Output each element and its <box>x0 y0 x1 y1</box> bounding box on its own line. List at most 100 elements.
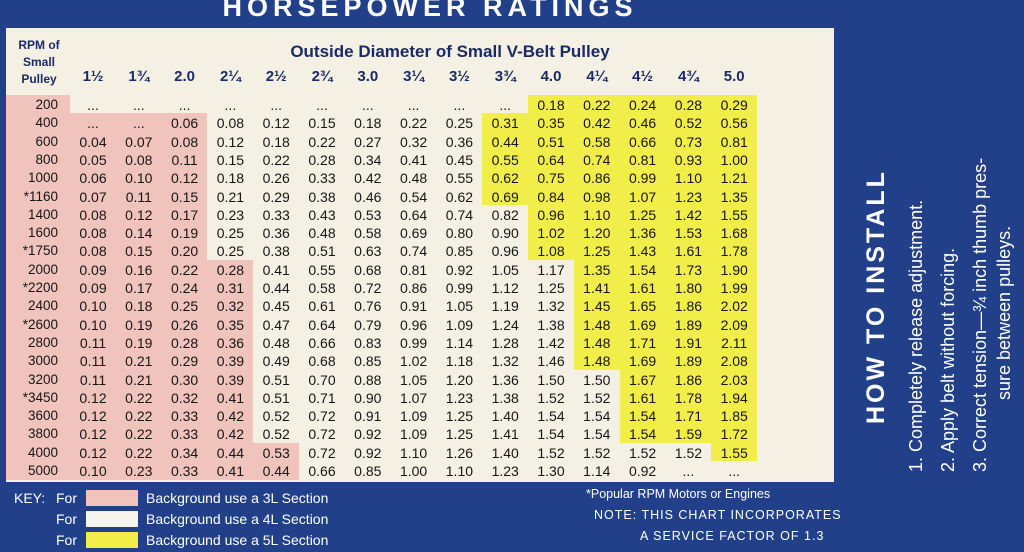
horsepower-cell: 0.12 <box>125 206 153 223</box>
horsepower-cell: 0.75 <box>537 170 565 187</box>
horsepower-cell: 1.14 <box>583 463 611 479</box>
horsepower-cell: 0.19 <box>170 225 199 242</box>
section-3l-band <box>6 351 254 370</box>
horsepower-cell: 0.74 <box>445 206 474 223</box>
section-5l-band <box>619 424 757 444</box>
horsepower-cell: 0.22 <box>125 408 153 425</box>
horsepower-cell: ... <box>132 115 145 132</box>
section-3l-band <box>6 278 254 297</box>
horsepower-cell: 0.25 <box>216 243 245 260</box>
rpm-value: *3450 <box>22 389 58 405</box>
horsepower-cell: 0.06 <box>79 170 107 187</box>
horsepower-cell: 0.19 <box>125 334 153 351</box>
horsepower-cell: 0.44 <box>262 280 290 296</box>
horsepower-cell: 1.09 <box>399 426 428 443</box>
column-header: 4½ <box>632 68 654 85</box>
horsepower-cell: 0.70 <box>308 371 336 388</box>
horsepower-cell: 1.30 <box>537 463 565 479</box>
horsepower-cell: 0.31 <box>491 115 519 132</box>
horsepower-cell: 0.72 <box>308 426 336 443</box>
horsepower-cell: 0.12 <box>262 115 290 132</box>
horsepower-cell: 1.78 <box>720 243 748 260</box>
horsepower-cell: 1.38 <box>491 389 519 406</box>
horsepower-cell: 0.28 <box>308 151 336 168</box>
horsepower-cell: 0.32 <box>216 298 245 315</box>
horsepower-cell: 0.18 <box>262 133 290 150</box>
horsepower-cell: ... <box>270 97 283 113</box>
horsepower-cell: 0.31 <box>216 280 245 296</box>
rpm-value: 400 <box>35 115 58 131</box>
horsepower-cell: 0.10 <box>79 463 107 479</box>
horsepower-cell: 1.48 <box>583 316 611 333</box>
horsepower-cell: 1.69 <box>628 353 657 370</box>
horsepower-cell: 0.41 <box>262 261 290 278</box>
horsepower-cell: 0.33 <box>170 426 199 443</box>
horsepower-cell: 1.80 <box>674 280 703 296</box>
section-5l-band <box>482 168 757 187</box>
horsepower-cell: 0.85 <box>354 463 382 479</box>
horsepower-cell: 0.09 <box>79 280 107 296</box>
horsepower-cell: 1.54 <box>628 408 657 425</box>
key-swatch-5l <box>86 532 138 548</box>
horsepower-cell: 1.20 <box>583 225 611 242</box>
rpm-value: 2400 <box>27 298 58 314</box>
section-5l-band <box>619 406 757 425</box>
horsepower-cell: 0.53 <box>354 206 382 223</box>
horsepower-cell: 0.29 <box>170 353 199 370</box>
horsepower-cell: 0.64 <box>537 151 565 168</box>
horsepower-cell: 0.08 <box>216 115 245 132</box>
horsepower-cell: 0.52 <box>262 426 290 443</box>
section-3l-band <box>6 442 299 462</box>
horsepower-cell: 0.22 <box>262 151 290 168</box>
horsepower-cell: 0.81 <box>628 151 657 168</box>
column-header: 2½ <box>265 68 287 85</box>
horsepower-cell: 0.21 <box>216 188 245 205</box>
horsepower-cell: 1.23 <box>674 188 703 205</box>
section-5l-band <box>573 296 757 316</box>
section-3l-band <box>6 168 208 187</box>
horsepower-cell: ... <box>361 97 374 113</box>
key-label-5l: Background use a 5L Section <box>146 532 329 548</box>
horsepower-cell: 0.25 <box>216 225 245 242</box>
horsepower-cell: 0.27 <box>354 133 382 150</box>
horsepower-cell: 0.44 <box>491 133 519 150</box>
horsepower-cell: 0.22 <box>125 426 153 443</box>
horsepower-cell: 0.51 <box>308 243 336 260</box>
install-step-2: 2. Apply belt without forcing. <box>938 247 958 472</box>
horsepower-cell: 1.02 <box>537 225 565 242</box>
horsepower-cell: 1.10 <box>674 170 703 187</box>
horsepower-cell: 0.19 <box>125 316 153 333</box>
horsepower-cell: 0.16 <box>125 261 153 278</box>
horsepower-cell: 0.08 <box>125 151 153 168</box>
horsepower-cell: 1.41 <box>491 426 519 443</box>
column-header: 3½ <box>448 68 470 85</box>
horsepower-cell: 0.36 <box>445 133 474 150</box>
horsepower-cell: 0.28 <box>674 97 703 113</box>
horsepower-cell: 0.71 <box>308 389 336 406</box>
horsepower-cell: 0.62 <box>491 170 519 187</box>
horsepower-cell: 0.85 <box>354 353 382 370</box>
horsepower-cell: 1.41 <box>583 280 611 296</box>
horsepower-cell: 1.40 <box>491 408 519 425</box>
horsepower-cell: 1.12 <box>491 280 519 296</box>
note-line-1: NOTE: THIS CHART INCORPORATES <box>594 508 842 522</box>
horsepower-cell: 0.48 <box>399 170 428 187</box>
horsepower-cell: 2.02 <box>720 298 748 315</box>
section-3l-band <box>6 149 208 169</box>
horsepower-cell: 0.11 <box>125 188 152 205</box>
rpm-value: 1000 <box>27 170 58 186</box>
install-title: HOW TO INSTALL <box>862 169 890 424</box>
section-3l-band <box>6 113 208 133</box>
column-header: 1½ <box>82 68 104 85</box>
horsepower-cell: 0.22 <box>308 133 336 150</box>
horsepower-cell: 0.29 <box>262 188 290 205</box>
horsepower-cell: 0.52 <box>262 408 290 425</box>
horsepower-cell: 0.62 <box>445 188 474 205</box>
horsepower-cell: 2.11 <box>721 334 748 351</box>
horsepower-cell: 0.15 <box>308 115 336 132</box>
horsepower-cell: 0.86 <box>399 280 428 296</box>
horsepower-cell: ... <box>682 463 695 479</box>
column-header: 3¼ <box>403 68 425 85</box>
horsepower-cell: 0.46 <box>354 188 382 205</box>
